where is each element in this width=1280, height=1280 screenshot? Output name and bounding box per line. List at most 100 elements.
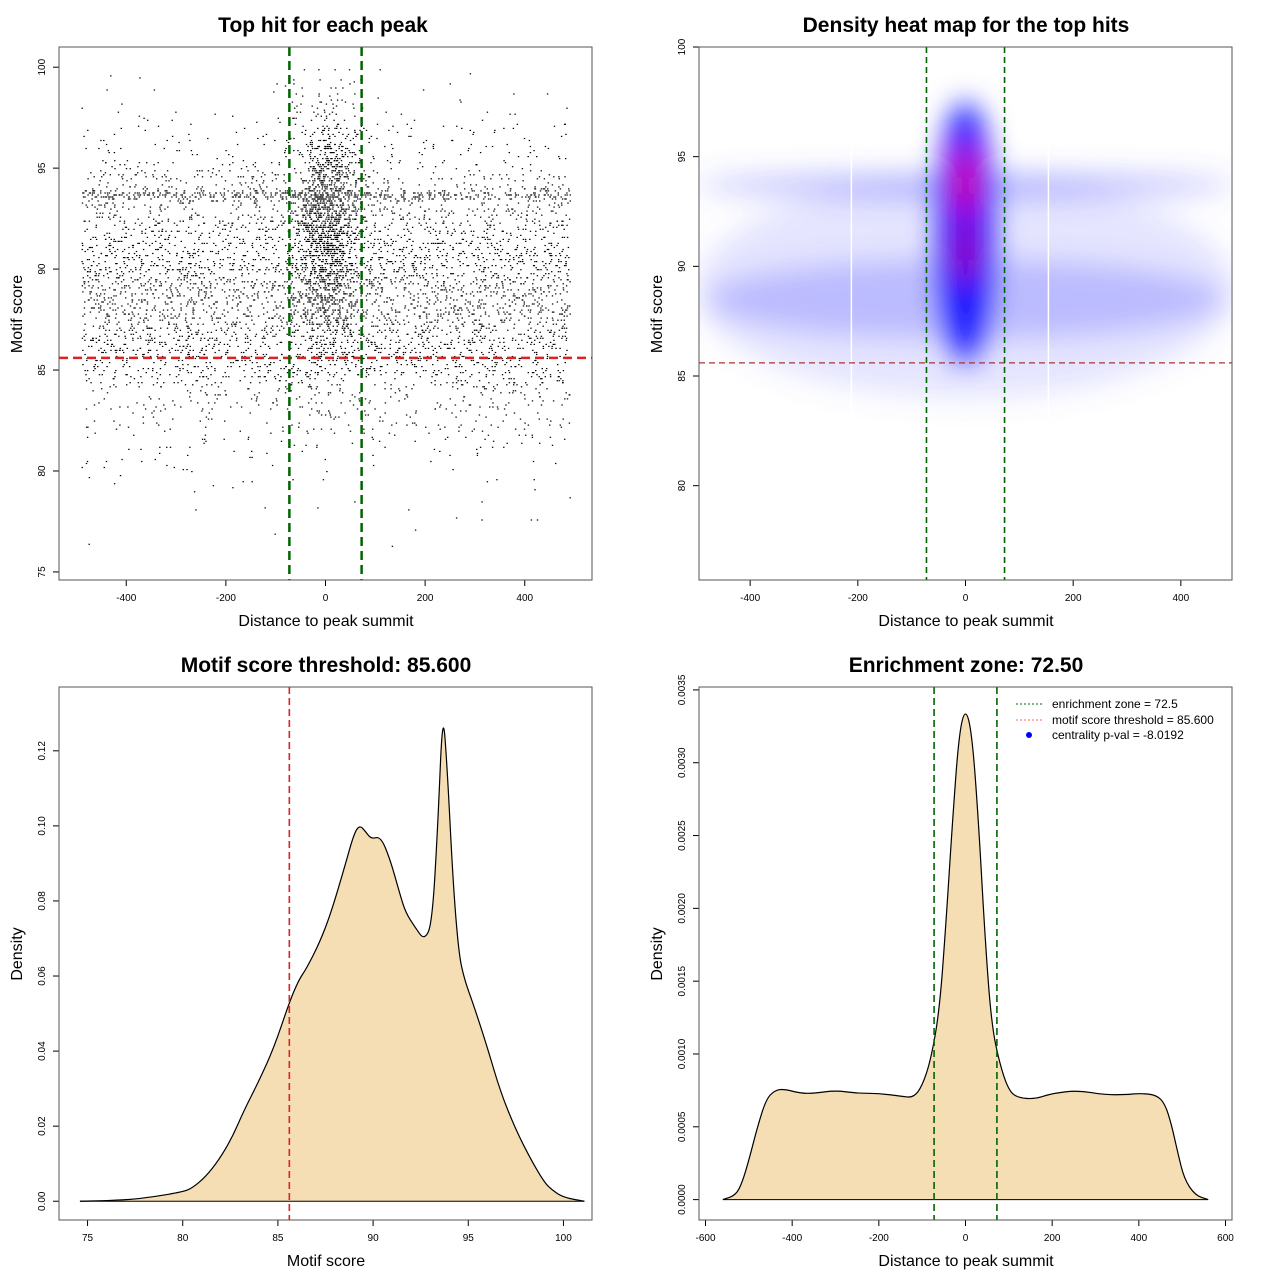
data-point <box>341 164 343 166</box>
data-point <box>537 412 539 414</box>
data-point <box>459 265 461 267</box>
data-point <box>201 410 203 412</box>
data-point <box>260 216 262 218</box>
data-point <box>155 224 157 226</box>
data-point <box>211 418 213 420</box>
data-point <box>558 178 560 180</box>
data-point <box>562 283 564 285</box>
data-point <box>264 174 266 176</box>
data-point <box>481 501 483 503</box>
data-point <box>90 339 92 341</box>
data-point <box>122 366 124 368</box>
panel-scatter: Top hit for each peak Distance to peak s… <box>9 14 593 630</box>
data-point <box>532 279 535 281</box>
data-point <box>418 196 420 198</box>
data-point <box>193 366 195 368</box>
data-point <box>159 315 161 317</box>
data-point <box>535 359 537 362</box>
data-point <box>526 305 528 307</box>
data-point <box>130 178 132 180</box>
data-point <box>365 295 367 297</box>
data-point <box>256 396 258 398</box>
data-point <box>313 224 315 226</box>
data-point <box>446 333 448 335</box>
data-point <box>201 386 203 388</box>
data-point <box>505 317 508 319</box>
data-point <box>381 257 384 259</box>
data-point <box>263 190 265 192</box>
data-point <box>265 196 267 198</box>
data-point <box>478 372 480 374</box>
data-point <box>285 147 287 150</box>
data-point <box>524 398 526 400</box>
data-point <box>320 335 322 337</box>
data-point <box>215 192 217 194</box>
data-point <box>524 238 527 240</box>
data-point <box>403 255 405 257</box>
data-point <box>436 335 438 337</box>
data-point <box>367 341 369 343</box>
data-point <box>190 323 192 325</box>
data-point <box>457 309 459 311</box>
data-point <box>497 248 499 251</box>
data-point <box>120 127 122 129</box>
data-point <box>184 319 187 321</box>
data-point <box>518 364 520 366</box>
data-point <box>367 240 369 242</box>
data-point <box>566 224 568 226</box>
data-point <box>512 212 514 214</box>
data-point <box>185 317 187 319</box>
data-point <box>547 248 550 251</box>
data-point <box>432 353 435 356</box>
data-point <box>190 232 192 234</box>
data-point <box>188 355 190 358</box>
data-point <box>116 210 118 212</box>
data-point <box>270 220 272 222</box>
data-point <box>486 111 489 113</box>
data-point <box>319 357 321 360</box>
data-point <box>100 192 102 194</box>
data-point <box>282 430 284 432</box>
data-point <box>542 372 545 374</box>
data-point <box>412 283 414 285</box>
data-point <box>521 309 523 311</box>
data-point <box>178 277 180 279</box>
data-point <box>99 307 102 309</box>
data-point <box>147 343 149 345</box>
data-point <box>285 366 287 368</box>
data-point <box>127 426 130 428</box>
data-point <box>390 396 392 398</box>
data-point <box>277 265 280 267</box>
data-point <box>228 154 230 156</box>
data-point <box>198 329 200 331</box>
data-point <box>351 313 353 315</box>
data-point <box>436 273 438 275</box>
data-point <box>378 257 380 259</box>
data-point <box>396 370 398 372</box>
data-point <box>101 301 103 303</box>
data-point <box>280 368 282 370</box>
data-point <box>139 347 141 349</box>
data-point <box>104 289 106 291</box>
data-point <box>194 265 196 267</box>
data-point <box>479 265 482 267</box>
data-point <box>114 250 116 253</box>
data-point <box>379 295 382 297</box>
data-point <box>264 364 266 366</box>
data-point <box>408 343 410 345</box>
data-point <box>235 277 237 279</box>
data-point <box>166 261 168 263</box>
data-point <box>320 414 323 416</box>
data-point <box>490 277 493 279</box>
data-point <box>179 370 181 372</box>
data-point <box>353 172 355 174</box>
data-point <box>492 329 494 331</box>
data-point <box>152 370 154 372</box>
data-point <box>444 210 446 212</box>
data-point <box>338 240 340 242</box>
data-point <box>144 186 146 188</box>
data-point <box>523 333 526 335</box>
data-point <box>223 224 225 226</box>
data-point <box>452 257 454 259</box>
data-point <box>504 313 506 315</box>
